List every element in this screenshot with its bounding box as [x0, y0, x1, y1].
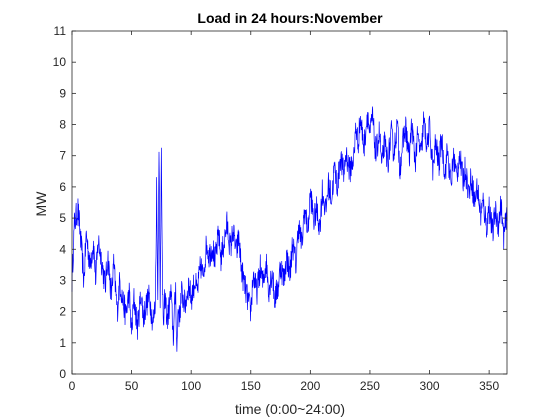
x-tick-label: 250	[360, 379, 380, 393]
x-tick-label: 50	[125, 379, 139, 393]
y-tick-label: 8	[59, 118, 66, 132]
x-tick-label: 200	[300, 379, 320, 393]
x-tick-label: 150	[241, 379, 261, 393]
series-line-0	[71, 106, 508, 352]
x-tick-label: 300	[420, 379, 440, 393]
x-axis-label: time (0:00~24:00)	[235, 401, 345, 417]
y-tick-label: 7	[59, 149, 66, 163]
y-tick-label: 6	[59, 180, 66, 194]
y-axis-label: MW	[33, 191, 49, 217]
y-tick-label: 3	[59, 273, 66, 287]
y-tick-label: 4	[59, 242, 66, 256]
x-tick-label: 350	[479, 379, 499, 393]
y-tick-label: 10	[53, 55, 67, 69]
y-tick-label: 11	[54, 24, 67, 38]
y-tick-label: 9	[59, 86, 66, 100]
y-tick-label: 5	[59, 211, 66, 225]
x-tick-label: 0	[69, 379, 76, 393]
chart-title: Load in 24 hours:November	[197, 10, 383, 26]
y-tick-label: 1	[59, 336, 66, 350]
plot-frame	[71, 30, 508, 375]
y-tick-label: 0	[59, 367, 66, 381]
x-tick-label: 100	[181, 379, 201, 393]
y-tick-label: 2	[59, 305, 66, 319]
